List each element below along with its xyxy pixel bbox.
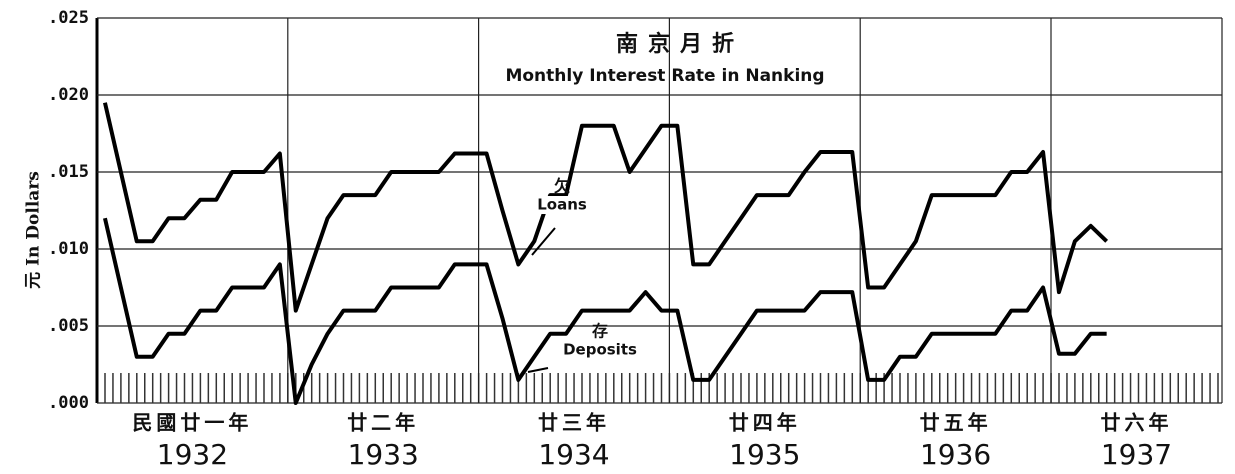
y-tick-label: .010 xyxy=(48,239,89,259)
year-label-chinese: 廿三年 xyxy=(538,411,610,435)
y-axis-label: 元 In Dollars xyxy=(24,171,44,289)
year-label-chinese: 民國廿一年 xyxy=(132,411,252,435)
label-bg xyxy=(560,341,640,359)
year-label-chinese: 廿四年 xyxy=(729,411,801,435)
label-arrow xyxy=(527,367,549,373)
series-line xyxy=(103,102,1109,313)
y-tick-label: .000 xyxy=(48,393,89,413)
series-line xyxy=(103,217,1107,405)
y-tick-label: .005 xyxy=(48,316,89,336)
label-arrow xyxy=(531,227,556,256)
chart-title: Monthly Interest Rate in Nanking xyxy=(505,66,824,86)
year-label: 1936 xyxy=(920,438,991,471)
year-label-chinese: 廿六年 xyxy=(1101,411,1173,435)
title-box xyxy=(530,30,850,98)
year-label: 1935 xyxy=(729,438,800,471)
year-label: 1937 xyxy=(1101,438,1172,471)
chart-title-chinese: 南京月折 xyxy=(616,31,744,57)
year-label-chinese: 廿二年 xyxy=(347,411,419,435)
year-label: 1934 xyxy=(538,438,609,471)
year-label-chinese: 廿五年 xyxy=(920,411,992,435)
series-label: Deposits xyxy=(563,341,637,359)
y-tick-label: .015 xyxy=(48,162,89,182)
series-label: Loans xyxy=(537,196,587,214)
series-label-chinese: 存 xyxy=(592,322,608,341)
series-label-chinese: 欠 xyxy=(554,177,570,196)
y-tick-label: .025 xyxy=(48,8,89,28)
year-label: 1932 xyxy=(157,438,228,471)
y-tick-label: .020 xyxy=(48,85,89,105)
year-label: 1933 xyxy=(348,438,419,471)
label-bg xyxy=(522,196,602,214)
